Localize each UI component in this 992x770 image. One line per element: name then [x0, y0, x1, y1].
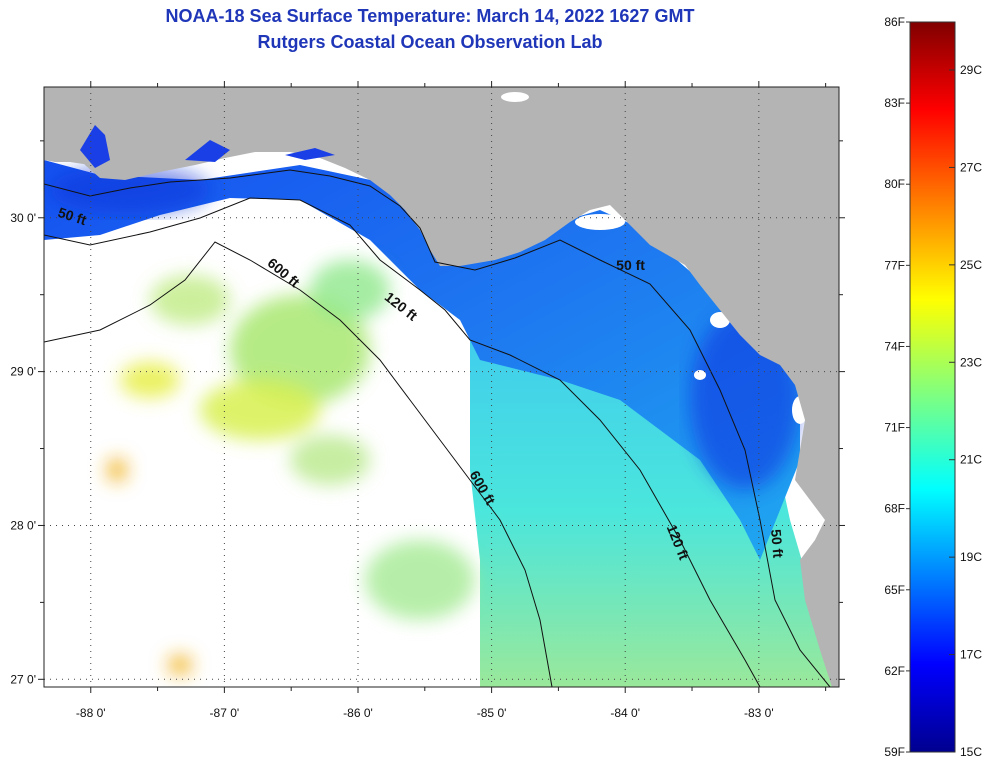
lon-tick-label: -86 0': [343, 706, 373, 720]
colorbar-f-label: 80F: [884, 177, 905, 191]
colorbar-f-label: 77F: [884, 258, 905, 272]
contour-label: 50 ft: [616, 257, 645, 273]
lat-tick-label: 28 0': [10, 518, 36, 532]
colorbar-c-label: 21C: [960, 453, 982, 467]
lon-tick-label: -87 0': [210, 706, 240, 720]
colorbar-c-label: 19C: [960, 550, 982, 564]
bays: [80, 92, 529, 168]
map-title: NOAA-18 Sea Surface Temperature: March 1…: [165, 6, 695, 26]
colorbar-f-label: 59F: [884, 745, 905, 759]
lat-lon-grid: [44, 87, 839, 687]
land-mass: [44, 87, 839, 687]
temperature-colorbar: 86F 83F 80F 77F 74F 71F 68F 65F 62F 59F 29C 27C 25C 2…: [884, 15, 982, 759]
colorbar-f-label: 65F: [884, 583, 905, 597]
colorbar-c-label: 27C: [960, 160, 982, 174]
colorbar-c-label: 23C: [960, 355, 982, 369]
axis-labels: 30 0' 29 0' 28 0' 27 0' -88 0' -87 0' -86 0' -8…: [10, 211, 773, 720]
colorbar-f-label: 62F: [884, 664, 905, 678]
contour-50ft: [44, 169, 831, 687]
lat-tick-label: 29 0': [10, 365, 36, 379]
contour-label: 50 ft: [768, 528, 786, 558]
lon-tick-label: -88 0': [76, 706, 106, 720]
lon-tick-label: -83 0': [744, 706, 774, 720]
warm-patches: [107, 260, 475, 675]
lon-tick-label: -85 0': [477, 706, 507, 720]
cloud-flecks: [575, 214, 808, 424]
colorbar-f-label: 83F: [884, 96, 905, 110]
colorbar-f-label: 71F: [884, 421, 905, 435]
contour-600ft: [44, 241, 553, 687]
map-subtitle: Rutgers Coastal Ocean Observation Lab: [257, 32, 603, 52]
colorbar-c-label: 17C: [960, 648, 982, 662]
map-border: [43, 86, 840, 688]
colorbar-labels: 86F 83F 80F 77F 74F 71F 68F 65F 62F 59F 29C 27C 25C 2…: [884, 15, 982, 759]
colorbar-c-label: 15C: [960, 745, 982, 759]
colorbar-c-label: 29C: [960, 63, 982, 77]
colorbar-gradient: [909, 21, 956, 753]
colorbar-f-label: 68F: [884, 502, 905, 516]
axis-ticks: [38, 81, 845, 693]
lon-tick-label: -84 0': [610, 706, 640, 720]
colorbar-f-label: 74F: [884, 339, 905, 353]
colorbar-c-label: 25C: [960, 258, 982, 272]
lat-tick-label: 27 0': [10, 672, 36, 686]
colorbar-f-label: 86F: [884, 15, 905, 29]
cold-pocket-west: [50, 165, 210, 215]
lat-tick-label: 30 0': [10, 211, 36, 225]
sea-surface-shelf: [44, 160, 800, 560]
